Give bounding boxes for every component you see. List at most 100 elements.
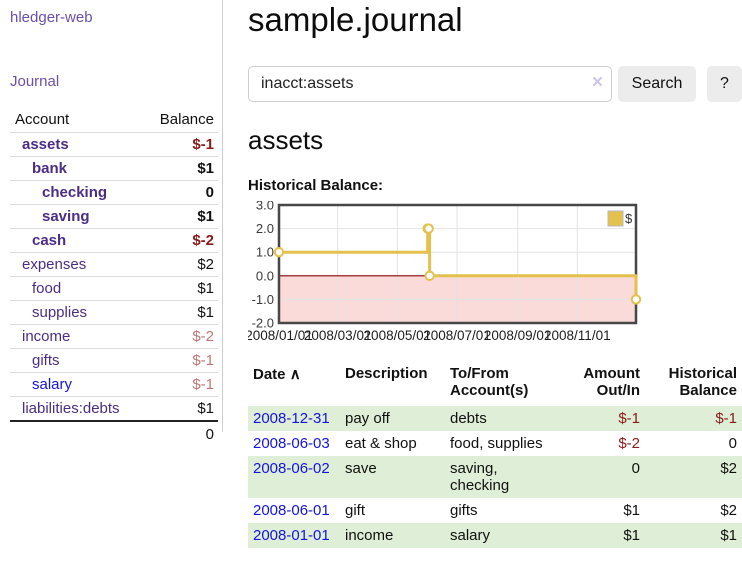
accounts-total-row: 0 — [10, 420, 218, 446]
account-balance: $1 — [141, 396, 218, 421]
accounts-table: Account Balance assets $-1 bank $1 checking 0… — [10, 108, 218, 446]
transaction-date-link[interactable]: 2008-06-01 — [253, 502, 330, 519]
svg-text:-2.0: -2.0 — [252, 316, 274, 331]
help-button[interactable]: ? — [707, 66, 742, 102]
transaction-date-link[interactable]: 2008-06-03 — [253, 435, 330, 452]
transaction-accounts: food, supplies — [450, 435, 543, 452]
transaction-accounts: debts — [450, 410, 487, 427]
page-title: sample.journal — [248, 1, 463, 38]
search-input[interactable] — [248, 66, 612, 102]
transaction-description: save — [345, 460, 377, 477]
account-balance: $1 — [141, 276, 218, 301]
register-row: 2008-01-01 income salary $1 $1 — [248, 523, 742, 548]
account-row: gifts $-1 — [10, 348, 218, 373]
transaction-amount: $1 — [623, 527, 640, 544]
account-link[interactable]: checking — [42, 184, 108, 201]
transaction-date-link[interactable]: 2008-12-31 — [253, 410, 330, 427]
account-link[interactable]: liabilities:debts — [22, 400, 120, 417]
search-input-wrap: × — [248, 66, 612, 102]
account-link[interactable]: food — [32, 280, 62, 297]
account-row: salary $-1 — [10, 372, 218, 397]
register-row: 2008-06-03 eat & shop food, supplies $-2 0 — [248, 431, 742, 456]
transaction-accounts: saving, checking — [450, 460, 510, 494]
account-link[interactable]: salary — [32, 376, 73, 393]
description-column-header: Description — [345, 365, 428, 382]
account-balance: $-2 — [141, 228, 218, 253]
account-link[interactable]: income — [22, 328, 71, 345]
account-balance: $1 — [141, 300, 218, 325]
register-row: 2008-12-31 pay off debts $-1 $-1 — [248, 406, 742, 431]
account-row: expenses $2 — [10, 252, 218, 277]
account-row: income $-2 — [10, 324, 218, 349]
transaction-description: income — [345, 527, 394, 544]
register-row: 2008-06-01 gift gifts $1 $2 — [248, 498, 742, 523]
account-column-header: Account — [15, 111, 70, 128]
transaction-balance: $2 — [720, 502, 737, 519]
transaction-balance: 0 — [728, 435, 737, 452]
svg-text:2008/05/01: 2008/05/01 — [364, 328, 432, 343]
search-button[interactable]: Search — [618, 66, 696, 102]
accounts-column-header: To/From Account(s) — [450, 365, 529, 399]
transaction-accounts: salary — [450, 527, 491, 544]
register-header-row: Date ∧ Description To/From Account(s) Am… — [248, 363, 742, 406]
main-content: sample.journal × Search ? assets Histori… — [223, 0, 742, 582]
register-table: Date ∧ Description To/From Account(s) Am… — [248, 363, 742, 548]
account-heading: assets — [248, 125, 324, 155]
accounts-total-value: 0 — [141, 420, 218, 446]
historical-balance-chart: 3.0 2.0 1.0 0.0 -1.0 -2.0 2008/01/01 2008/03/01… — [248, 201, 742, 349]
svg-text:1.0: 1.0 — [256, 245, 274, 260]
transaction-description: eat & shop — [345, 435, 417, 452]
transaction-amount: $-2 — [618, 435, 640, 452]
account-row: assets $-1 — [10, 132, 218, 157]
account-link[interactable]: cash — [32, 232, 67, 249]
account-balance: $1 — [141, 204, 218, 229]
account-link[interactable]: saving — [42, 208, 90, 225]
account-balance: $2 — [141, 252, 218, 277]
transaction-amount: 0 — [631, 460, 640, 477]
account-balance: $1 — [141, 156, 218, 181]
svg-text:2008/07/01: 2008/07/01 — [423, 328, 491, 343]
sidebar: hledger-web Journal Account Balance asse… — [0, 0, 223, 446]
total-spacer — [10, 420, 142, 446]
transaction-date-link[interactable]: 2008-06-02 — [253, 460, 330, 477]
balance-column-header: Historical Balance — [668, 365, 737, 399]
account-row: bank $1 — [10, 156, 218, 181]
historical-balance-label: Historical Balance: — [248, 177, 384, 194]
account-balance: $-1 — [141, 348, 218, 373]
date-column-header[interactable]: Date ∧ — [253, 366, 301, 383]
account-row: liabilities:debts $1 — [10, 396, 218, 421]
sort-ascending-icon: ∧ — [289, 366, 301, 383]
account-balance: 0 — [141, 180, 218, 205]
account-row: cash $-2 — [10, 228, 218, 253]
account-link[interactable]: assets — [22, 136, 69, 153]
account-link[interactable]: gifts — [32, 352, 60, 369]
account-balance: $-1 — [141, 132, 218, 157]
transaction-balance: $2 — [720, 460, 737, 477]
svg-text:-1.0: -1.0 — [252, 292, 274, 307]
chart-canvas[interactable]: 3.0 2.0 1.0 0.0 -1.0 -2.02008/01/012008/03/01… — [248, 201, 668, 349]
svg-text:2008/11/01: 2008/11/01 — [544, 328, 611, 343]
svg-text:2008/09/01: 2008/09/01 — [484, 328, 552, 343]
register-row: 2008-06-02 save saving, checking 0 $2 — [248, 456, 742, 498]
transaction-accounts: gifts — [450, 502, 478, 519]
app-title[interactable]: hledger-web — [10, 9, 93, 26]
svg-text:2008/01/01: 2008/01/01 — [248, 328, 313, 343]
search-bar: × Search ? — [248, 66, 742, 102]
account-link[interactable]: expenses — [22, 256, 87, 273]
account-link[interactable]: supplies — [32, 304, 88, 321]
transaction-balance: $-1 — [715, 410, 737, 427]
sidebar-item-journal[interactable]: Journal — [10, 73, 60, 90]
svg-text:0.0: 0.0 — [256, 268, 274, 283]
clear-search-icon[interactable]: × — [591, 72, 603, 93]
balance-column-header: Balance — [159, 111, 214, 128]
svg-text:$: $ — [625, 211, 633, 226]
transaction-date-link[interactable]: 2008-01-01 — [253, 527, 330, 544]
transaction-amount: $-1 — [618, 410, 640, 427]
svg-text:3.0: 3.0 — [256, 201, 274, 213]
transaction-description: gift — [345, 502, 366, 519]
account-balance: $-1 — [141, 372, 218, 397]
account-row: checking 0 — [10, 180, 218, 205]
account-link[interactable]: bank — [32, 160, 68, 177]
svg-text:2.0: 2.0 — [256, 221, 274, 236]
svg-text:2008/03/01: 2008/03/01 — [304, 328, 372, 343]
